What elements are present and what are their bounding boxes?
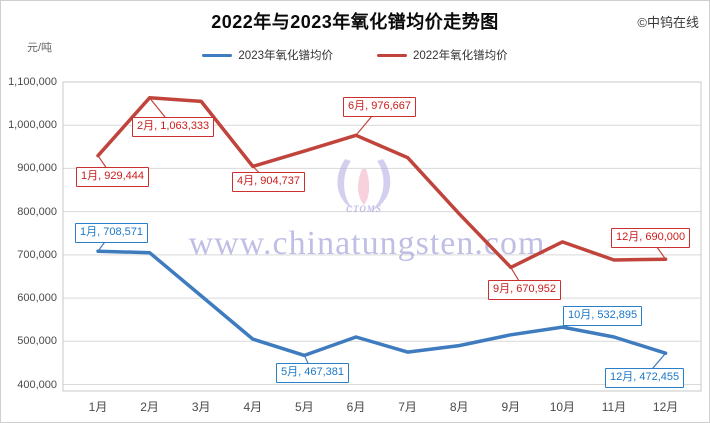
legend-item-2022: 2022年氧化镨均价 [377,47,508,63]
label-leader-line [355,106,380,136]
legend-item-2023: 2023年氧化镨均价 [202,47,333,63]
watermark: CTOMS www.chinatungsten.com [189,159,546,262]
label-leader-line [97,232,112,252]
series-line-2023 [96,249,668,358]
series-layer [96,96,668,358]
page-title: 2022年与2023年氧化镨均价走势图 [211,12,499,32]
watermark-text: www.chinatungsten.com [189,225,546,262]
legend-line-swatch-2023 [202,53,233,57]
logo-left-petal [337,159,353,209]
label-leader-line [97,155,113,178]
label-leader-line [510,267,526,291]
watermark-logo-text: CTOMS [346,204,382,214]
legend: 2023年氧化镨均价 2022年氧化镨均价 [1,47,709,63]
watermark-logo: CTOMS [337,159,391,214]
logo-right-petal [371,159,391,211]
copyright: ©中钨在线 [637,15,699,30]
label-leader-line [303,355,314,374]
y-axis-unit-label: 元/吨 [27,42,53,54]
label-leader-line [149,97,174,128]
legend-line-swatch-2022 [377,53,407,57]
label-leader-line [644,352,667,379]
label-leader-line [650,237,667,260]
plot-border [62,81,702,392]
label-leader-line [562,315,603,328]
legend-label-2022: 2022年氧化镨均价 [413,50,508,62]
legend-label-2023: 2023年氧化镨均价 [238,50,333,62]
series-line-2022 [96,96,668,270]
logo-center-flame [358,169,370,205]
